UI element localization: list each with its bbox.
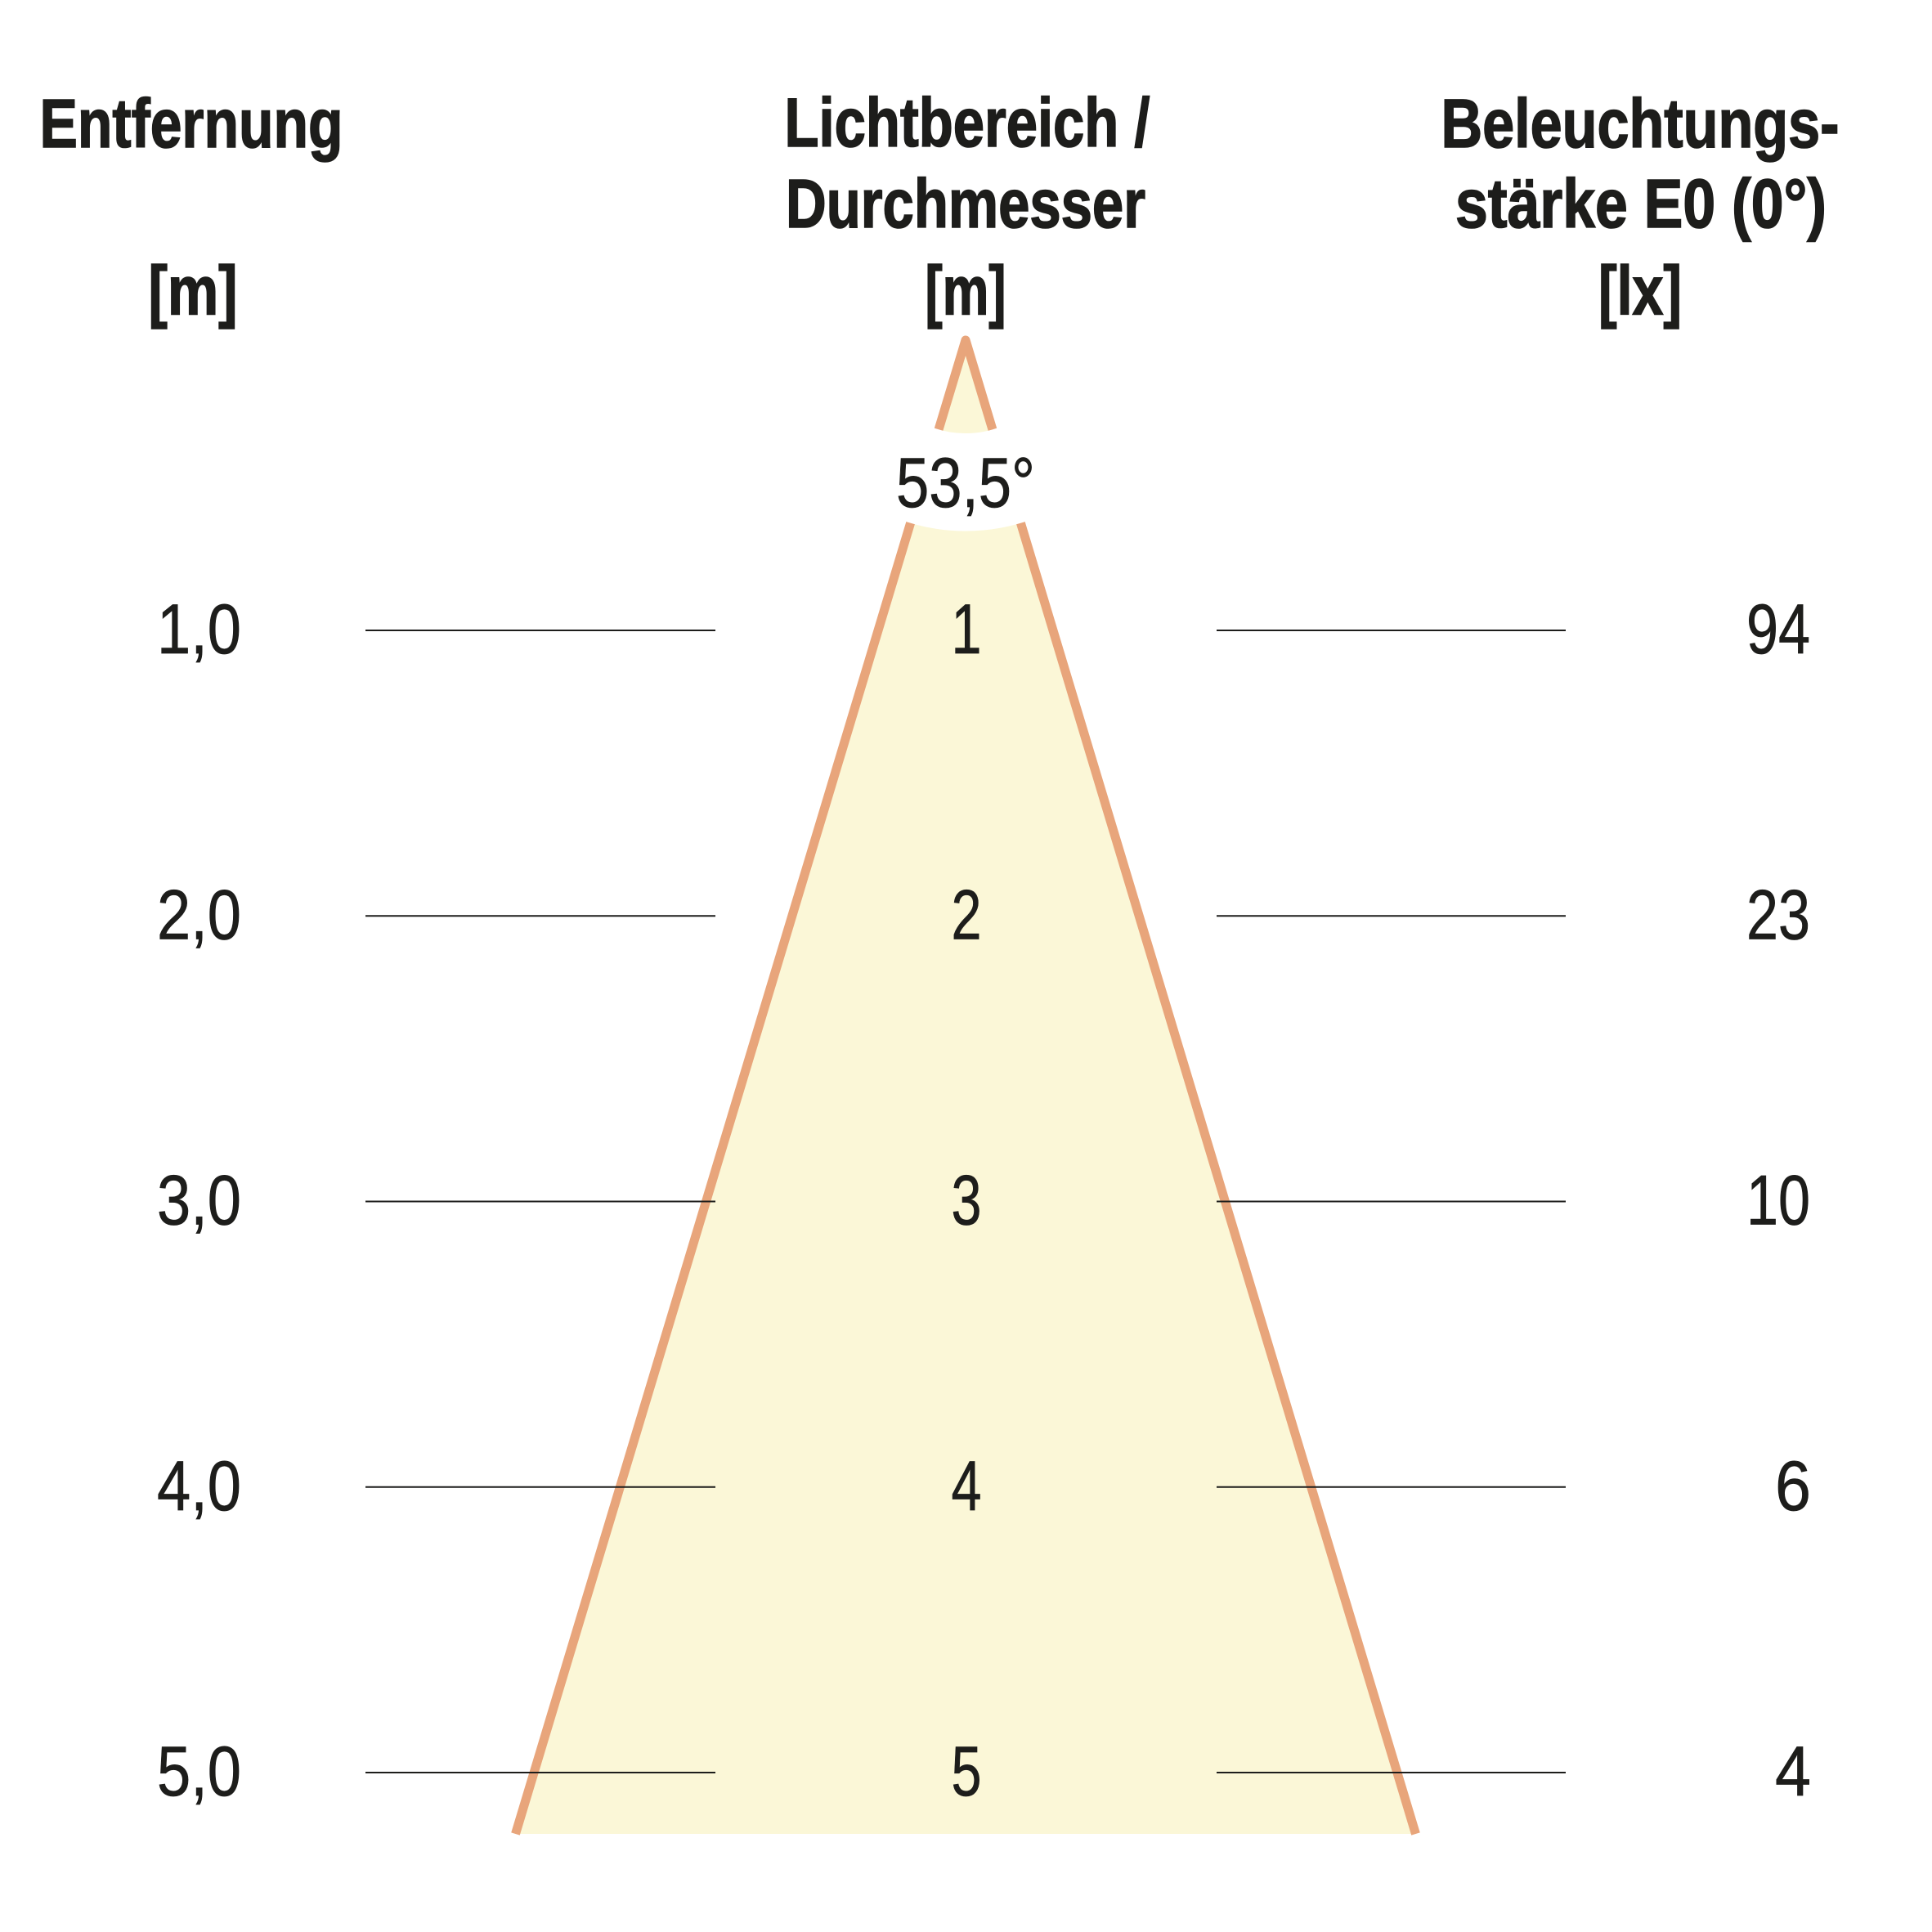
svg-text:Entfernung: Entfernung [40, 85, 343, 162]
svg-text:3,0: 3,0 [157, 1162, 241, 1240]
svg-text:4,0: 4,0 [157, 1447, 241, 1526]
svg-text:[m]: [m] [926, 253, 1006, 329]
svg-text:4: 4 [952, 1447, 982, 1526]
svg-text:5,0: 5,0 [157, 1733, 241, 1811]
svg-text:6: 6 [1775, 1447, 1811, 1526]
svg-text:stärke E0 (0°): stärke E0 (0°) [1455, 165, 1827, 242]
svg-text:[m]: [m] [149, 253, 238, 329]
svg-text:Beleuchtungs-: Beleuchtungs- [1441, 85, 1840, 162]
svg-text:53,5°: 53,5° [896, 444, 1035, 522]
svg-text:Lichtbereich /: Lichtbereich / [785, 84, 1150, 161]
svg-text:Durchmesser: Durchmesser [786, 165, 1145, 242]
svg-text:[lx]: [lx] [1598, 253, 1682, 329]
svg-text:94: 94 [1746, 590, 1810, 669]
svg-text:1: 1 [952, 590, 982, 669]
svg-text:5: 5 [952, 1733, 982, 1811]
svg-text:2,0: 2,0 [157, 876, 241, 954]
svg-text:3: 3 [952, 1162, 982, 1240]
svg-text:10: 10 [1746, 1162, 1810, 1240]
svg-text:4: 4 [1775, 1733, 1811, 1811]
svg-text:23: 23 [1746, 876, 1810, 954]
svg-text:1,0: 1,0 [157, 590, 241, 669]
svg-text:2: 2 [952, 876, 982, 954]
